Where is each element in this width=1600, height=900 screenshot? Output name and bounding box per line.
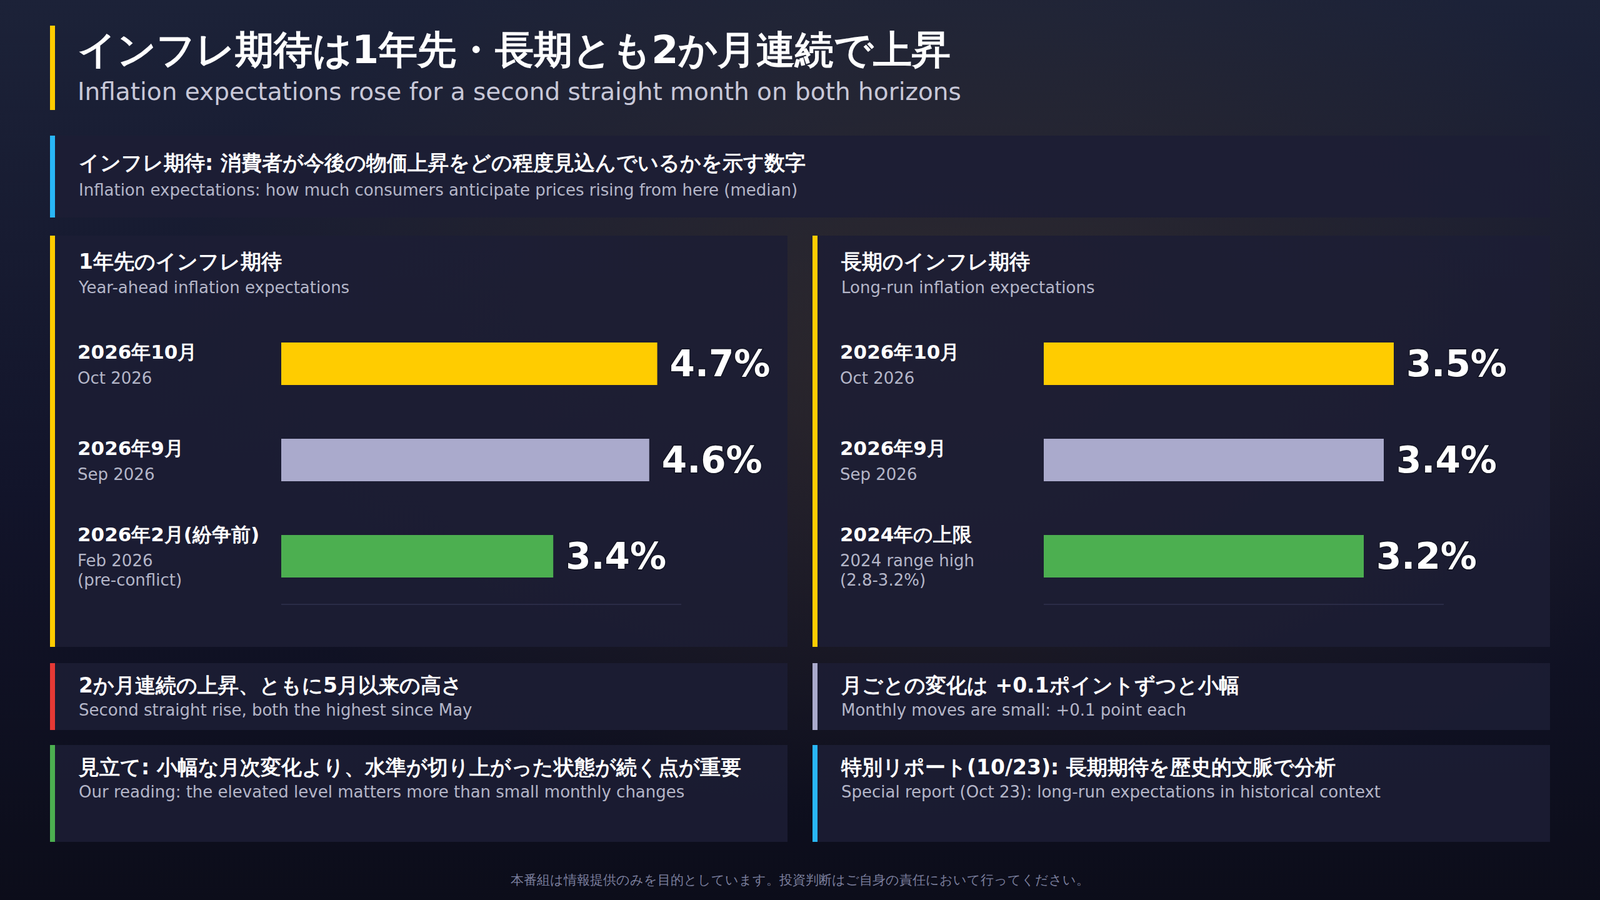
svg-text:Feb 2026: Feb 2026 bbox=[77, 551, 153, 570]
svg-text:(2.8-3.2%): (2.8-3.2%) bbox=[840, 570, 926, 590]
svg-text:3.2%: 3.2% bbox=[1376, 535, 1477, 578]
html-text:Year-ahead inflation expectati: Year-ahead inflation expectations bbox=[78, 278, 350, 297]
html-text:月ごとの変化は +0.1ポイントずつと小幅: 月ごとの変化は +0.1ポイントずつと小幅 bbox=[841, 673, 1240, 698]
html-text:Long-run inflation expectation: Long-run inflation expectations bbox=[841, 278, 1095, 297]
html-text:Inflation expectations: how mu: Inflation expectations: how much consume… bbox=[78, 180, 798, 200]
html-text:Monthly moves are small: +0.1: Monthly moves are small: +0.1 point each bbox=[841, 700, 1187, 720]
html-text:本番組は情報提供のみを目的としています。投資判断はご自身の責: 本番組は情報提供のみを目的としています。投資判断はご自身の責任において行ってくだ… bbox=[510, 872, 1090, 888]
svg-text:4.6%: 4.6% bbox=[661, 438, 763, 482]
svg-text:4.7%: 4.7% bbox=[670, 342, 771, 385]
svg-text:2024 range high: 2024 range high bbox=[840, 551, 975, 570]
html-text:長期のインフレ期待: 長期のインフレ期待 bbox=[841, 249, 1030, 274]
html-text:Inflation expectations rose fo: Inflation expectations rose for a second… bbox=[77, 77, 962, 106]
svg-text:2026年10月: 2026年10月 bbox=[840, 340, 960, 364]
svg-text:Oct 2026: Oct 2026 bbox=[77, 368, 152, 388]
html-text:2か月連続の上昇、ともに5月以来の高さ: 2か月連続の上昇、ともに5月以来の高さ bbox=[78, 673, 463, 698]
svg-text:2026年9月: 2026年9月 bbox=[840, 436, 947, 460]
svg-text:2024年の上限: 2024年の上限 bbox=[840, 523, 973, 546]
html-text:Our reading: the elevated leve: Our reading: the elevated level matters … bbox=[78, 782, 685, 802]
svg-text:3.4%: 3.4% bbox=[1396, 438, 1497, 482]
html-text:インフレ期待: 消費者が今後の物価上昇をどの程度見込んでいる: インフレ期待: 消費者が今後の物価上昇をどの程度見込んでいるかを示す数字 bbox=[78, 150, 806, 175]
svg-text:2026年9月: 2026年9月 bbox=[77, 436, 184, 460]
svg-text:Sep 2026: Sep 2026 bbox=[840, 465, 917, 484]
html-text:見立て: 小幅な月次変化より、水準が切り上がった状態が続く点: 見立て: 小幅な月次変化より、水準が切り上がった状態が続く点が重要 bbox=[78, 755, 742, 780]
svg-text:2026年2月(紛争前): 2026年2月(紛争前) bbox=[77, 523, 260, 546]
html-text:1年先のインフレ期待: 1年先のインフレ期待 bbox=[78, 249, 282, 274]
svg-text:3.4%: 3.4% bbox=[565, 535, 667, 578]
svg-text:(pre-conflict): (pre-conflict) bbox=[77, 570, 182, 590]
svg-text:2026年10月: 2026年10月 bbox=[77, 340, 197, 364]
svg-text:Oct 2026: Oct 2026 bbox=[840, 368, 915, 388]
html-text:Second straight rise, both the: Second straight rise, both the highest s… bbox=[78, 700, 473, 720]
svg-text:Sep 2026: Sep 2026 bbox=[77, 465, 155, 484]
html-text:インフレ期待は1年先・長期とも2か月連続で上昇: インフレ期待は1年先・長期とも2か月連続で上昇 bbox=[77, 26, 951, 73]
html-text:特別リポート(10/23): 長期期待を歴史的文脈で分析: 特別リポート(10/23): 長期期待を歴史的文脈で分析 bbox=[841, 755, 1336, 780]
html-text:Special report (Oct 23): long-: Special report (Oct 23): long-run expect… bbox=[841, 782, 1381, 802]
svg-text:3.5%: 3.5% bbox=[1406, 342, 1507, 385]
